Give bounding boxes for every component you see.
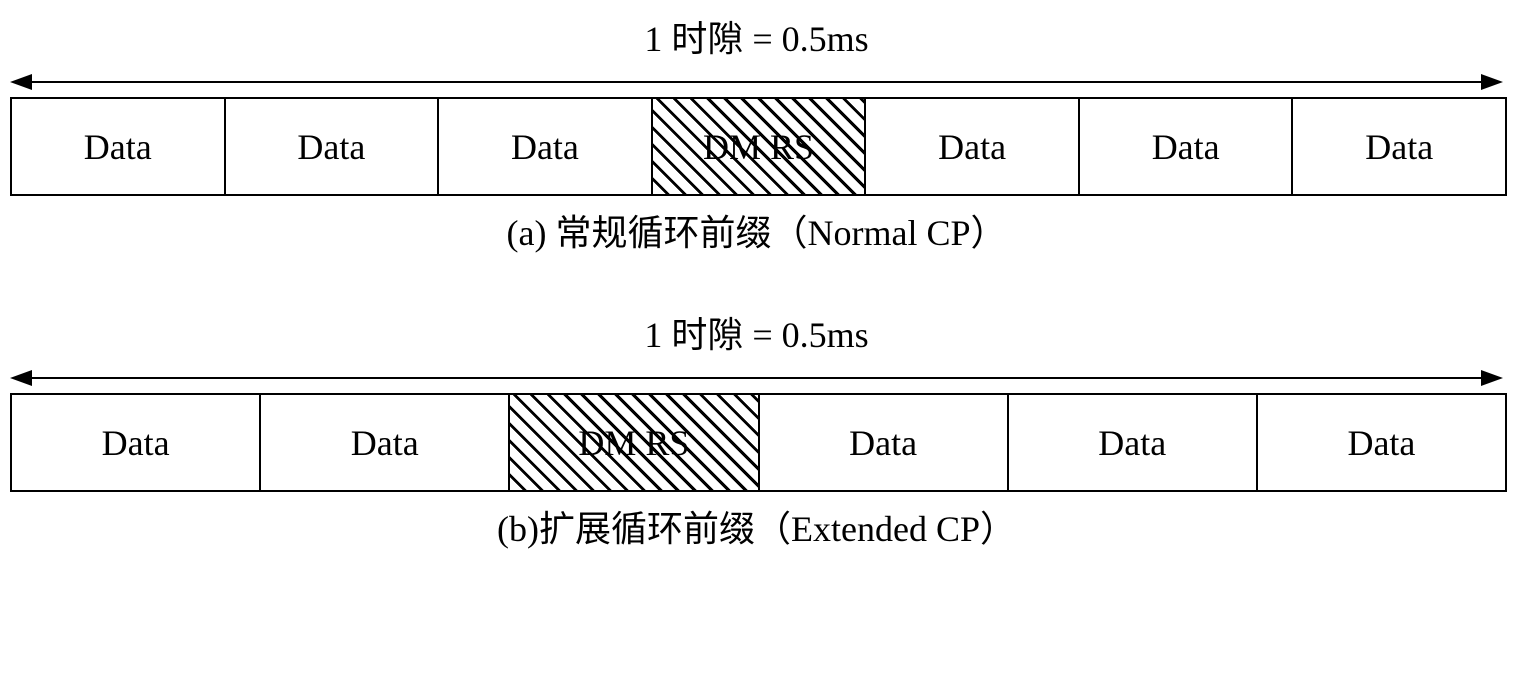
cell-label: Data [511,126,579,168]
cell-label: Data [1347,422,1415,464]
cell-b-5: Data [1258,395,1505,490]
cell-label: Data [102,422,170,464]
cell-label: DM RS [703,126,814,168]
section-normal-cp: 1 时隙 = 0.5ms Data Data Data DM RS Data D… [10,10,1503,256]
cells-row-a: Data Data Data DM RS Data Data Data [10,97,1507,196]
cell-label: DM RS [578,422,689,464]
cell-label: Data [1098,422,1166,464]
cell-a-1: Data [226,99,440,194]
cells-row-b: Data Data DM RS Data Data Data [10,393,1507,492]
cell-a-2: Data [439,99,653,194]
cell-b-3: Data [760,395,1009,490]
cell-label: Data [938,126,1006,168]
section-extended-cp: 1 时隙 = 0.5ms Data Data DM RS Data Data D… [10,306,1503,552]
diagram-container: 1 时隙 = 0.5ms Data Data Data DM RS Data D… [10,10,1503,677]
caption-a: (a) 常规循环前缀（Normal CP） [10,204,1503,256]
cell-label: Data [84,126,152,168]
cell-a-6: Data [1293,99,1505,194]
cell-label: Data [1152,126,1220,168]
top-label-b: 1 时隙 = 0.5ms [10,306,1503,358]
cell-a-4: Data [866,99,1080,194]
arrow-line-a [10,67,1503,97]
cell-b-1: Data [261,395,510,490]
cell-b-2-dmrs: DM RS [510,395,759,490]
cell-label: Data [297,126,365,168]
arrow-line-b [10,363,1503,393]
top-label-a: 1 时隙 = 0.5ms [10,10,1503,62]
cell-b-0: Data [12,395,261,490]
cell-a-0: Data [12,99,226,194]
cell-b-4: Data [1009,395,1258,490]
cell-a-5: Data [1080,99,1294,194]
cell-a-3-dmrs: DM RS [653,99,867,194]
caption-b: (b)扩展循环前缀（Extended CP） [10,500,1503,552]
cell-label: Data [849,422,917,464]
cell-label: Data [351,422,419,464]
cell-label: Data [1365,126,1433,168]
